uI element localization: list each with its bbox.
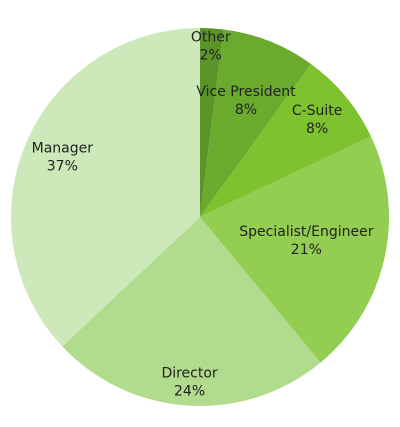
pie-slice xyxy=(200,136,389,363)
slice-label: Other xyxy=(191,29,231,45)
slice-label: Specialist/Engineer xyxy=(239,224,373,240)
pie-slice xyxy=(200,29,312,217)
slice-value-label: 2% xyxy=(200,47,222,63)
slice-label: Vice President xyxy=(196,84,296,100)
slice-value-label: 21% xyxy=(291,242,322,258)
pie-slice xyxy=(62,217,321,406)
slice-value-label: 8% xyxy=(235,102,257,118)
pie-slice xyxy=(200,28,224,217)
slice-label: Director xyxy=(161,366,217,382)
slice-label: Manager xyxy=(32,140,94,156)
slice-label: C-Suite xyxy=(292,103,343,119)
slice-value-label: 8% xyxy=(306,121,328,137)
pie-slice xyxy=(200,64,372,217)
pie-slice xyxy=(11,28,200,347)
slice-value-label: 37% xyxy=(47,158,78,174)
slice-value-label: 24% xyxy=(174,384,205,400)
